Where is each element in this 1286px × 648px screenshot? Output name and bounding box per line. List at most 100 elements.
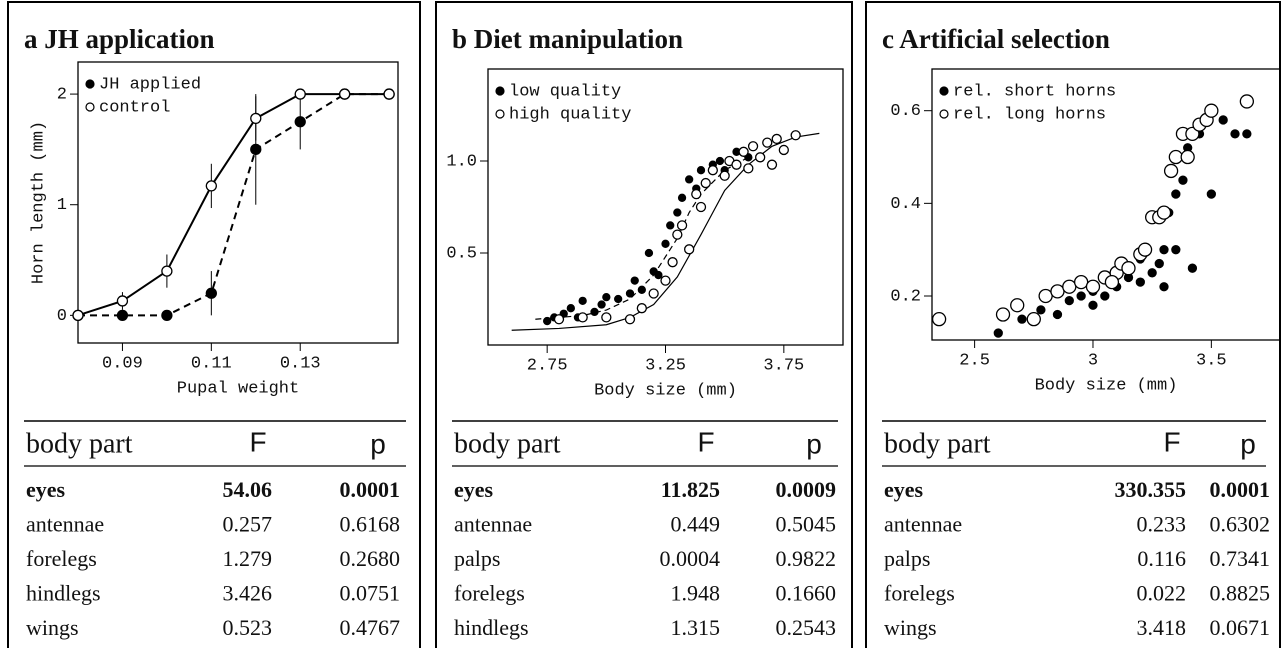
- data-point: [1218, 115, 1228, 125]
- legend-marker: [939, 109, 949, 119]
- data-point: [205, 287, 217, 299]
- table-cell: 0.7341: [1210, 546, 1271, 571]
- data-point: [1017, 314, 1027, 324]
- legend-label: JH applied: [99, 75, 201, 94]
- table-cell: antennae: [26, 512, 104, 537]
- table-cell: 1.279: [223, 546, 273, 571]
- data-point: [566, 304, 575, 313]
- data-point: [630, 276, 639, 285]
- table-header: p: [1240, 428, 1256, 459]
- data-point: [993, 328, 1003, 338]
- table-header: F: [249, 426, 266, 457]
- data-point: [1100, 291, 1110, 301]
- panel-title: c Artificial selection: [882, 24, 1110, 54]
- table-cell: 0.6302: [1210, 512, 1271, 537]
- data-point: [1147, 268, 1157, 278]
- legend-marker: [495, 86, 505, 96]
- data-point: [294, 116, 306, 128]
- table-cell: 0.5045: [776, 512, 837, 537]
- table-cell: 0.4767: [340, 615, 401, 640]
- table-cell: wings: [26, 615, 79, 640]
- data-point: [1171, 245, 1181, 255]
- series-line: [77, 93, 390, 317]
- legend-label: rel. short horns: [953, 82, 1116, 101]
- y-tick-label: 0.2: [890, 287, 921, 306]
- data-point: [1239, 94, 1255, 109]
- table-cell: 0.6168: [340, 512, 401, 537]
- data-point: [707, 165, 718, 176]
- table-cell: 0.233: [1137, 512, 1187, 537]
- data-point: [1187, 263, 1198, 273]
- table-cell: forelegs: [26, 546, 97, 571]
- table-cell: forelegs: [884, 581, 955, 606]
- data-point: [673, 208, 682, 217]
- data-point: [1159, 282, 1169, 292]
- data-point: [1085, 279, 1101, 294]
- x-tick-label: 3.25: [645, 356, 686, 375]
- legend-marker: [495, 109, 505, 119]
- data-point: [700, 177, 711, 189]
- table-cell: 54.06: [223, 477, 273, 502]
- data-point: [636, 303, 647, 314]
- table-header: p: [806, 428, 822, 459]
- data-point: [1052, 309, 1063, 320]
- data-point: [602, 293, 611, 302]
- data-point: [614, 294, 623, 304]
- table-cell: palps: [454, 546, 500, 571]
- x-tick-label: 3.75: [763, 356, 804, 375]
- fit-curve: [535, 156, 749, 320]
- data-point: [72, 309, 84, 321]
- data-point: [637, 285, 646, 294]
- table-cell: 0.2543: [776, 615, 837, 640]
- data-point: [1137, 242, 1153, 257]
- data-point: [1026, 312, 1041, 327]
- data-point: [676, 220, 688, 231]
- x-axis-label: Pupal weight: [177, 379, 299, 398]
- data-point: [1171, 189, 1181, 199]
- panel-border: [435, 1, 853, 648]
- table-header: body part: [454, 428, 561, 459]
- table-cell: 0.1660: [776, 581, 837, 606]
- panel-title: a JH application: [24, 24, 215, 54]
- y-tick-label: 0: [57, 307, 67, 326]
- data-point: [1163, 163, 1179, 179]
- data-point: [1010, 298, 1025, 313]
- data-point: [755, 152, 766, 163]
- table-cell: eyes: [26, 477, 66, 502]
- data-point: [1230, 129, 1240, 139]
- data-point: [116, 309, 129, 321]
- series-line: [78, 93, 390, 317]
- data-point: [625, 289, 635, 298]
- table-header: F: [1163, 426, 1180, 457]
- data-point: [1154, 258, 1164, 269]
- y-tick-label: 1: [57, 196, 67, 215]
- x-axis-label: Body size (mm): [1035, 376, 1178, 395]
- y-axis-label: Horn length (mm): [29, 121, 48, 284]
- table-cell: 3.426: [223, 581, 273, 606]
- data-point: [577, 312, 588, 323]
- table-cell: 0.257: [223, 512, 273, 537]
- data-point: [624, 314, 636, 325]
- x-tick-label: 0.11: [191, 354, 232, 373]
- legend-marker: [85, 102, 95, 112]
- x-tick-label: 2.5: [959, 351, 990, 370]
- data-point: [294, 88, 306, 100]
- data-point: [250, 143, 262, 156]
- data-point: [762, 137, 773, 148]
- data-point: [666, 221, 675, 230]
- table-cell: 0.022: [1137, 581, 1187, 606]
- data-point: [1104, 274, 1120, 290]
- y-tick-label: 0.4: [890, 195, 921, 214]
- table-cell: 1.315: [671, 615, 721, 640]
- data-point: [1121, 261, 1136, 276]
- data-point: [116, 295, 129, 307]
- data-point: [1062, 279, 1077, 294]
- data-point: [731, 159, 742, 170]
- data-point: [766, 159, 778, 170]
- table-cell: forelegs: [454, 581, 525, 606]
- legend-label: control: [99, 98, 170, 117]
- data-point: [205, 180, 217, 192]
- y-tick-label: 2: [57, 86, 67, 105]
- table-cell: 0.2680: [340, 546, 401, 571]
